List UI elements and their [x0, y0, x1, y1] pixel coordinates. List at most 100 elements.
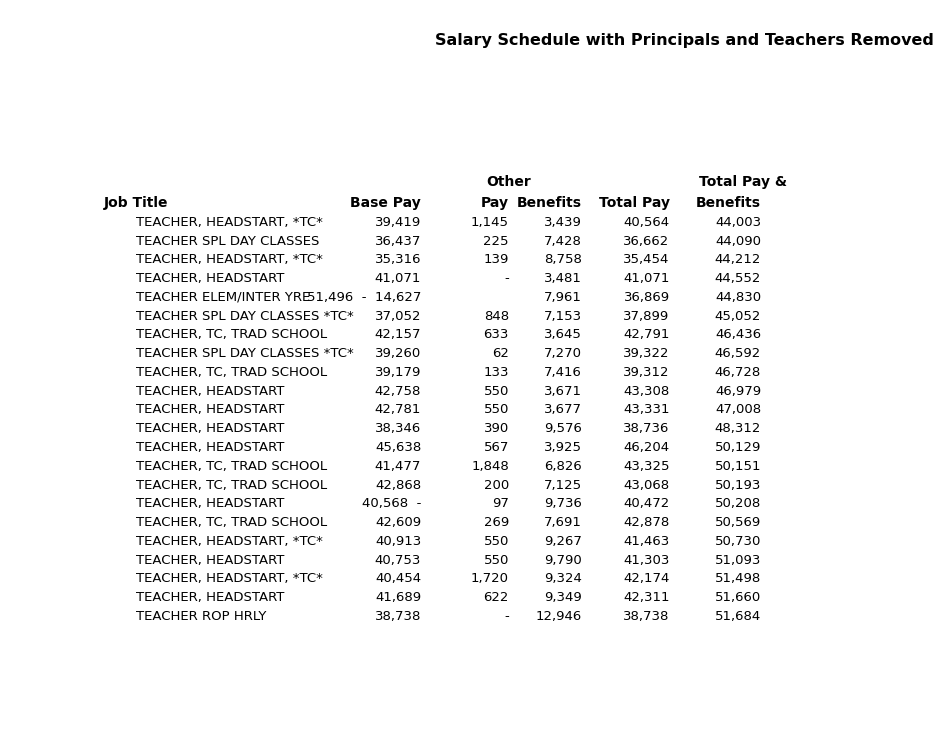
Text: 42,791: 42,791: [623, 329, 670, 341]
Text: 44,552: 44,552: [715, 272, 761, 285]
Text: 139: 139: [484, 253, 509, 266]
Text: TEACHER, TC, TRAD SCHOOL: TEACHER, TC, TRAD SCHOOL: [136, 329, 327, 341]
Text: 36,869: 36,869: [623, 291, 670, 304]
Text: 38,346: 38,346: [375, 422, 422, 436]
Text: 3,671: 3,671: [544, 385, 582, 397]
Text: 550: 550: [484, 403, 509, 417]
Text: 50,151: 50,151: [715, 460, 761, 473]
Text: 50,730: 50,730: [715, 535, 761, 548]
Text: 225: 225: [484, 234, 509, 247]
Text: Base Pay: Base Pay: [351, 196, 422, 210]
Text: 3,481: 3,481: [544, 272, 582, 285]
Text: 41,303: 41,303: [623, 553, 670, 567]
Text: 97: 97: [492, 497, 509, 510]
Text: TEACHER, TC, TRAD SCHOOL: TEACHER, TC, TRAD SCHOOL: [136, 516, 327, 529]
Text: 12,946: 12,946: [536, 610, 582, 623]
Text: TEACHER, HEADSTART: TEACHER, HEADSTART: [136, 385, 285, 397]
Text: 36,437: 36,437: [374, 234, 422, 247]
Text: 269: 269: [484, 516, 509, 529]
Text: 46,436: 46,436: [715, 329, 761, 341]
Text: TEACHER SPL DAY CLASSES *TC*: TEACHER SPL DAY CLASSES *TC*: [136, 310, 354, 323]
Text: 38,738: 38,738: [623, 610, 670, 623]
Text: 9,790: 9,790: [544, 553, 582, 567]
Text: 7,270: 7,270: [544, 347, 582, 360]
Text: 44,003: 44,003: [715, 216, 761, 229]
Text: 8,758: 8,758: [544, 253, 582, 266]
Text: 7,428: 7,428: [544, 234, 582, 247]
Text: 3,645: 3,645: [544, 329, 582, 341]
Text: 41,463: 41,463: [623, 535, 670, 548]
Text: 40,753: 40,753: [374, 553, 422, 567]
Text: 51,093: 51,093: [715, 553, 761, 567]
Text: -: -: [505, 272, 509, 285]
Text: Benefits: Benefits: [696, 196, 761, 210]
Text: 36,662: 36,662: [623, 234, 670, 247]
Text: 41,071: 41,071: [623, 272, 670, 285]
Text: 38,736: 38,736: [623, 422, 670, 436]
Text: 38,738: 38,738: [374, 610, 422, 623]
Text: Other: Other: [487, 175, 531, 189]
Text: 39,312: 39,312: [623, 366, 670, 379]
Text: 45,638: 45,638: [375, 441, 422, 454]
Text: 50,129: 50,129: [715, 441, 761, 454]
Text: 9,324: 9,324: [544, 572, 582, 586]
Text: 41,477: 41,477: [374, 460, 422, 473]
Text: 40,913: 40,913: [375, 535, 422, 548]
Text: TEACHER ELEM/INTER YRE: TEACHER ELEM/INTER YRE: [136, 291, 310, 304]
Text: 567: 567: [484, 441, 509, 454]
Text: 550: 550: [484, 535, 509, 548]
Text: 42,758: 42,758: [374, 385, 422, 397]
Text: 44,090: 44,090: [715, 234, 761, 247]
Text: 43,308: 43,308: [623, 385, 670, 397]
Text: 550: 550: [484, 553, 509, 567]
Text: 1,848: 1,848: [472, 460, 509, 473]
Text: TEACHER ROP HRLY: TEACHER ROP HRLY: [136, 610, 267, 623]
Text: 7,153: 7,153: [544, 310, 582, 323]
Text: 47,008: 47,008: [715, 403, 761, 417]
Text: 40,564: 40,564: [623, 216, 670, 229]
Text: Total Pay: Total Pay: [599, 196, 670, 210]
Text: 50,569: 50,569: [715, 516, 761, 529]
Text: TEACHER, HEADSTART: TEACHER, HEADSTART: [136, 553, 285, 567]
Text: 43,068: 43,068: [623, 479, 670, 492]
Text: 43,331: 43,331: [623, 403, 670, 417]
Text: Pay: Pay: [481, 196, 509, 210]
Text: 42,311: 42,311: [623, 591, 670, 604]
Text: 46,728: 46,728: [715, 366, 761, 379]
Text: 550: 550: [484, 385, 509, 397]
Text: TEACHER, HEADSTART, *TC*: TEACHER, HEADSTART, *TC*: [136, 535, 323, 548]
Text: TEACHER, HEADSTART: TEACHER, HEADSTART: [136, 272, 285, 285]
Text: 3,925: 3,925: [544, 441, 582, 454]
Text: 48,312: 48,312: [715, 422, 761, 436]
Text: 51,660: 51,660: [715, 591, 761, 604]
Text: -: -: [505, 610, 509, 623]
Text: 1,720: 1,720: [471, 572, 509, 586]
Text: Job Title: Job Title: [104, 196, 169, 210]
Text: 42,878: 42,878: [623, 516, 670, 529]
Text: TEACHER, HEADSTART: TEACHER, HEADSTART: [136, 441, 285, 454]
Text: 45,052: 45,052: [715, 310, 761, 323]
Text: TEACHER, TC, TRAD SCHOOL: TEACHER, TC, TRAD SCHOOL: [136, 366, 327, 379]
Text: TEACHER, HEADSTART, *TC*: TEACHER, HEADSTART, *TC*: [136, 572, 323, 586]
Text: 62: 62: [492, 347, 509, 360]
Text: 46,592: 46,592: [715, 347, 761, 360]
Text: TEACHER SPL DAY CLASSES: TEACHER SPL DAY CLASSES: [136, 234, 320, 247]
Text: 50,208: 50,208: [715, 497, 761, 510]
Text: 7,691: 7,691: [544, 516, 582, 529]
Text: 200: 200: [484, 479, 509, 492]
Text: 42,609: 42,609: [375, 516, 422, 529]
Text: 35,454: 35,454: [623, 253, 670, 266]
Text: 39,179: 39,179: [374, 366, 422, 379]
Text: Total Pay &: Total Pay &: [699, 175, 786, 189]
Text: TEACHER, HEADSTART: TEACHER, HEADSTART: [136, 403, 285, 417]
Text: 35,316: 35,316: [374, 253, 422, 266]
Text: 43,325: 43,325: [623, 460, 670, 473]
Text: 1,145: 1,145: [471, 216, 509, 229]
Text: 40,472: 40,472: [623, 497, 670, 510]
Text: 44,212: 44,212: [715, 253, 761, 266]
Text: Salary Schedule with Principals and Teachers Removed: Salary Schedule with Principals and Teac…: [435, 33, 934, 48]
Text: 40,454: 40,454: [375, 572, 422, 586]
Text: 3,439: 3,439: [544, 216, 582, 229]
Text: 42,781: 42,781: [374, 403, 422, 417]
Text: 42,157: 42,157: [374, 329, 422, 341]
